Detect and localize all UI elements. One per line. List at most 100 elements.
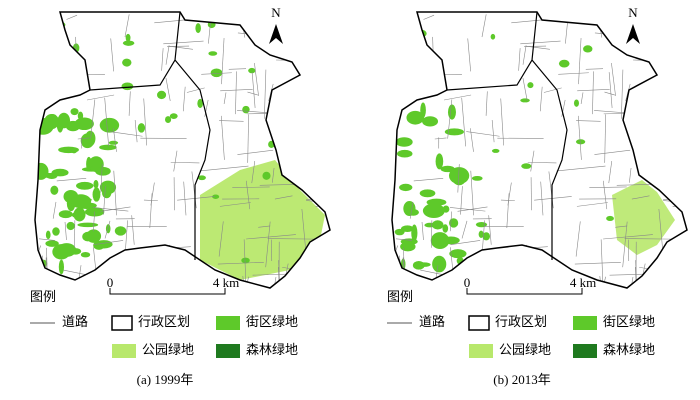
street-green [164, 116, 172, 124]
street-green [157, 90, 167, 100]
road [251, 161, 256, 184]
road [526, 45, 550, 50]
scale-end: 4 km [213, 275, 239, 290]
street-green [163, 249, 173, 257]
road [165, 45, 170, 65]
legend-item: 公园绿地 [142, 342, 194, 357]
street-green [57, 243, 77, 257]
street-green [58, 146, 79, 154]
road [220, 89, 253, 92]
street-green [197, 175, 206, 181]
road [485, 91, 488, 116]
road [131, 276, 135, 288]
road [653, 128, 657, 141]
north-arrow [269, 24, 283, 44]
map-content [392, 12, 687, 288]
street-green [208, 51, 218, 56]
street-green [76, 181, 94, 190]
road [420, 269, 445, 276]
road [592, 71, 594, 115]
street-green [482, 232, 491, 241]
road [576, 120, 601, 122]
road [684, 258, 687, 283]
street-green [422, 116, 439, 127]
road [271, 276, 277, 288]
road [304, 109, 310, 129]
street-green [99, 180, 117, 195]
road [449, 211, 453, 232]
road [288, 146, 308, 149]
road [315, 244, 330, 251]
road [520, 40, 561, 45]
road [235, 71, 237, 115]
road [143, 98, 147, 146]
road [166, 244, 170, 261]
road [413, 177, 444, 182]
legend-item: 行政区划 [495, 314, 547, 329]
street-green [252, 17, 257, 27]
road [666, 44, 687, 49]
road [219, 202, 251, 207]
road [522, 77, 528, 102]
street-green [242, 105, 250, 114]
road [531, 258, 550, 264]
road [622, 221, 628, 268]
road [174, 258, 193, 264]
street-green [491, 148, 500, 153]
street-green [212, 194, 220, 199]
road [170, 161, 200, 164]
road [290, 99, 293, 115]
street-green [241, 257, 250, 264]
road [177, 196, 215, 201]
legend-item: 公园绿地 [499, 342, 551, 357]
street-green [262, 171, 271, 180]
road [523, 244, 527, 261]
district-boundary [531, 59, 568, 260]
road [540, 181, 544, 216]
street-green [669, 51, 676, 57]
road [315, 262, 319, 284]
road [654, 280, 687, 284]
street-green [422, 203, 445, 219]
road [409, 201, 414, 219]
road [434, 137, 447, 140]
street-green [394, 228, 405, 236]
road [182, 86, 186, 112]
road [506, 278, 511, 288]
road [431, 55, 435, 68]
street-green [137, 123, 146, 133]
road [638, 115, 676, 117]
road [457, 164, 460, 193]
street-green [169, 113, 178, 120]
street-green [99, 144, 117, 151]
road [615, 225, 628, 228]
road [466, 131, 500, 137]
road [258, 225, 271, 228]
road [658, 208, 663, 250]
road [594, 149, 631, 155]
road [183, 181, 187, 216]
road [93, 240, 124, 245]
road [680, 73, 684, 98]
road [297, 280, 330, 284]
road [395, 238, 412, 241]
road [628, 276, 634, 288]
street-green [80, 133, 95, 149]
street-green [430, 232, 450, 250]
road [247, 91, 258, 96]
street-green [305, 101, 312, 110]
road [309, 90, 330, 96]
street-green [45, 230, 51, 240]
street-green [403, 201, 416, 217]
road [461, 220, 468, 239]
street-green [99, 117, 120, 133]
road [220, 115, 225, 160]
street-green [41, 21, 47, 28]
street-green [70, 108, 79, 116]
road [161, 48, 164, 71]
road [299, 152, 326, 154]
road [539, 86, 543, 112]
street-green [490, 33, 496, 40]
road [624, 238, 674, 240]
